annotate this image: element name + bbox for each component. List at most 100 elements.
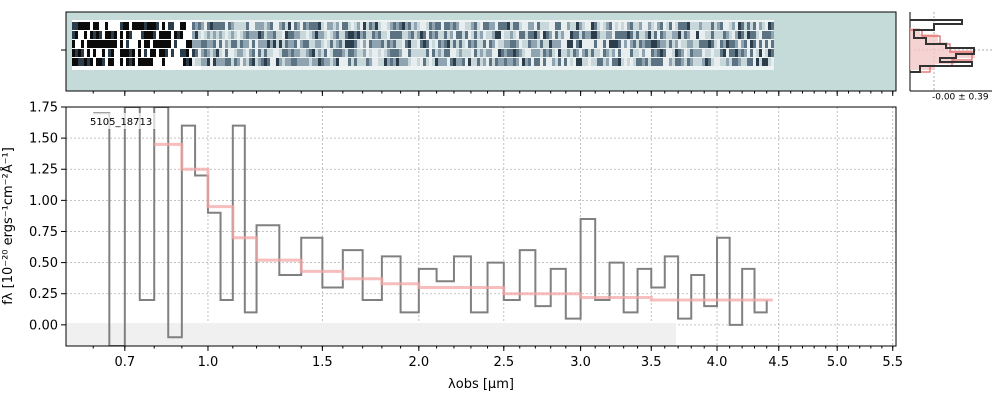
spectrum-pixel bbox=[687, 22, 690, 30]
spectrum-pixel bbox=[681, 40, 684, 48]
spectrum-pixel bbox=[240, 49, 243, 57]
spectrum-pixel bbox=[93, 49, 96, 57]
spectrum-pixel bbox=[144, 22, 147, 30]
spectrum-pixel bbox=[465, 40, 468, 48]
spectrum-pixel bbox=[450, 49, 453, 57]
spectrum-pixel bbox=[750, 31, 753, 39]
spectrum-pixel bbox=[711, 49, 714, 57]
spectrum-pixel bbox=[90, 58, 93, 66]
spectrum-pixel bbox=[462, 31, 465, 39]
spectrum-pixel bbox=[171, 58, 174, 66]
spectrum-pixel bbox=[87, 58, 90, 66]
spectrum-pixel bbox=[612, 40, 615, 48]
spectrum-pixel bbox=[174, 49, 177, 57]
spectrum-pixel bbox=[717, 49, 720, 57]
spectrum-pixel bbox=[402, 58, 405, 66]
spectrum-pixel bbox=[435, 40, 438, 48]
spectrum-pixel bbox=[699, 49, 702, 57]
spectrum-pixel bbox=[585, 49, 588, 57]
spectrum-pixel bbox=[339, 49, 342, 57]
spectrum-pixel bbox=[669, 58, 672, 66]
spectrum-pixel bbox=[105, 40, 108, 48]
spectrum-pixel bbox=[336, 22, 339, 30]
spectrum-pixel bbox=[519, 22, 522, 30]
spectrum-pixel bbox=[645, 49, 648, 57]
spectrum-pixel bbox=[711, 31, 714, 39]
spectrum-pixel bbox=[234, 49, 237, 57]
spectrum-pixel bbox=[411, 58, 414, 66]
spectrum-pixel bbox=[687, 49, 690, 57]
spectrum-pixel bbox=[588, 31, 591, 39]
spectrum-pixel bbox=[696, 58, 699, 66]
plot-frame bbox=[65, 106, 897, 347]
spectrum-pixel bbox=[705, 58, 708, 66]
spectrum-pixel bbox=[171, 40, 174, 48]
spectrum-pixel bbox=[81, 49, 84, 57]
spectrum-pixel bbox=[222, 58, 225, 66]
spectrum-pixel bbox=[444, 40, 447, 48]
spectrum-pixel bbox=[555, 22, 558, 30]
spectrum-pixel bbox=[720, 58, 723, 66]
spectrum-pixel bbox=[603, 31, 606, 39]
spectrum-pixel bbox=[174, 31, 177, 39]
spectrum-pixel bbox=[108, 49, 111, 57]
spectrum-pixel bbox=[183, 22, 186, 30]
spectrum-pixel bbox=[402, 31, 405, 39]
spectrum-pixel bbox=[117, 22, 120, 30]
spectrum-pixel bbox=[687, 31, 690, 39]
spectrum-pixel bbox=[690, 22, 693, 30]
spectrum-pixel bbox=[294, 49, 297, 57]
spectrum-pixel bbox=[642, 49, 645, 57]
spectrum-pixel bbox=[81, 31, 84, 39]
spectrum-pixel bbox=[516, 31, 519, 39]
spectrum-pixel bbox=[390, 40, 393, 48]
spectrum-pixel bbox=[765, 22, 768, 30]
spectrum-pixel bbox=[408, 58, 411, 66]
spectrum-pixel bbox=[372, 22, 375, 30]
spectrum-pixel bbox=[741, 49, 744, 57]
spectrum-pixel bbox=[720, 22, 723, 30]
spectrum-pixel bbox=[225, 31, 228, 39]
spectrum-pixel bbox=[102, 40, 105, 48]
spectrum-pixel bbox=[246, 22, 249, 30]
spectrum-pixel bbox=[327, 49, 330, 57]
spectrum-pixel bbox=[273, 40, 276, 48]
spectrum-pixel bbox=[117, 58, 120, 66]
spectrum-pixel bbox=[336, 40, 339, 48]
spectrum-pixel bbox=[174, 40, 177, 48]
spectrum-pixel bbox=[123, 22, 126, 30]
spectrum-pixel bbox=[219, 58, 222, 66]
spectrum-pixel bbox=[477, 31, 480, 39]
spectrum-pixel bbox=[567, 22, 570, 30]
spectrum-pixel bbox=[660, 40, 663, 48]
spectrum-pixel bbox=[558, 22, 561, 30]
spectrum-pixel bbox=[219, 40, 222, 48]
spectrum-pixel bbox=[459, 40, 462, 48]
spectrum-pixel bbox=[156, 31, 159, 39]
spectrum-pixel bbox=[267, 22, 270, 30]
spectrum-pixel bbox=[249, 40, 252, 48]
spectrum-pixel bbox=[576, 58, 579, 66]
spectrum-pixel bbox=[390, 31, 393, 39]
spectrum-pixel bbox=[468, 40, 471, 48]
spectrum-pixel bbox=[336, 31, 339, 39]
spectrum-pixel bbox=[621, 49, 624, 57]
spectrum-pixel bbox=[771, 31, 774, 39]
spectrum-pixel bbox=[225, 40, 228, 48]
x-tick-label: 5.0 bbox=[827, 355, 848, 370]
spectrum-pixel bbox=[693, 40, 696, 48]
spectrum-pixel bbox=[483, 58, 486, 66]
spectrum-pixel bbox=[765, 49, 768, 57]
spectrum-pixel bbox=[492, 22, 495, 30]
spectrum-pixel bbox=[765, 40, 768, 48]
spectrum-pixel bbox=[225, 49, 228, 57]
spectrum-pixel bbox=[321, 49, 324, 57]
spectrum-pixel bbox=[183, 58, 186, 66]
spectrum-pixel bbox=[369, 22, 372, 30]
spectrum-pixel bbox=[621, 58, 624, 66]
spectrum-pixel bbox=[606, 58, 609, 66]
spectrum-pixel bbox=[576, 49, 579, 57]
spectrum-pixel bbox=[516, 58, 519, 66]
spectrum-pixel bbox=[699, 58, 702, 66]
spectrum-pixel bbox=[126, 58, 129, 66]
